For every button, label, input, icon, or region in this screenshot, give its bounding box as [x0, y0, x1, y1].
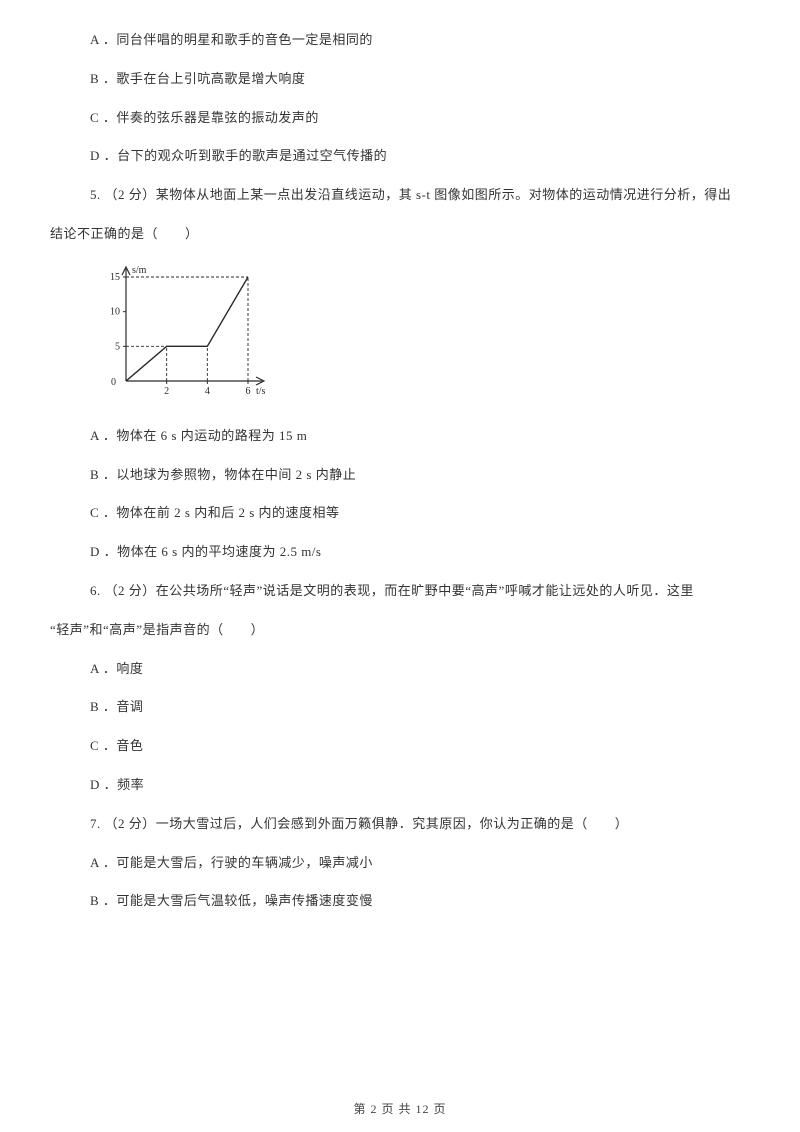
- q4-option-d[interactable]: D ．台下的观众听到歌手的歌声是通过空气传播的: [50, 146, 750, 167]
- q6-option-b[interactable]: B ．音调: [50, 697, 750, 718]
- q4-option-b[interactable]: B ．歌手在台上引吭高歌是增大响度: [50, 69, 750, 90]
- q6-option-c[interactable]: C ．音色: [50, 736, 750, 757]
- q4-option-c[interactable]: C ．伴奏的弦乐器是靠弦的振动发声的: [50, 108, 750, 129]
- svg-text:5: 5: [115, 341, 120, 352]
- svg-text:s/m: s/m: [132, 265, 147, 276]
- q6-stem-line2: “轻声”和“高声”是指声音的（ ）: [50, 620, 750, 641]
- svg-text:15: 15: [110, 272, 120, 283]
- svg-text:10: 10: [110, 306, 120, 317]
- svg-text:t/s: t/s: [256, 386, 266, 397]
- q7-option-a[interactable]: A ．可能是大雪后，行驶的车辆减少，噪声减小: [50, 853, 750, 874]
- q5-stem-line2: 结论不正确的是（ ）: [50, 224, 750, 245]
- q6-option-a[interactable]: A ．响度: [50, 659, 750, 680]
- q5-option-a[interactable]: A ．物体在 6 s 内运动的路程为 15 m: [50, 426, 750, 447]
- svg-text:6: 6: [246, 386, 251, 397]
- q5-option-c[interactable]: C ．物体在前 2 s 内和后 2 s 内的速度相等: [50, 503, 750, 524]
- q6-stem-line1: 6. （2 分）在公共场所“轻声”说话是文明的表现，而在旷野中要“高声”呼喊才能…: [50, 581, 750, 602]
- q5-option-d[interactable]: D ．物体在 6 s 内的平均速度为 2.5 m/s: [50, 542, 750, 563]
- svg-text:2: 2: [164, 386, 169, 397]
- q7-stem: 7. （2 分）一场大雪过后，人们会感到外面万籁俱静．究其原因，你认为正确的是（…: [50, 814, 750, 835]
- q5-option-b[interactable]: B ．以地球为参照物，物体在中间 2 s 内静止: [50, 465, 750, 486]
- svg-text:0: 0: [111, 377, 116, 388]
- svg-text:4: 4: [205, 386, 210, 397]
- q7-option-b[interactable]: B ．可能是大雪后气温较低，噪声传播速度变慢: [50, 891, 750, 912]
- q6-option-d[interactable]: D ．频率: [50, 775, 750, 796]
- q4-option-a[interactable]: A ．同台伴唱的明星和歌手的音色一定是相同的: [50, 30, 750, 51]
- page-footer: 第 2 页 共 12 页: [0, 1100, 800, 1117]
- q5-stem-line1: 5. （2 分）某物体从地面上某一点出发沿直线运动，其 s-t 图像如图所示。对…: [50, 185, 750, 206]
- q5-chart: 0 5 10 15 2 4 6 s/m t/s: [50, 263, 750, 408]
